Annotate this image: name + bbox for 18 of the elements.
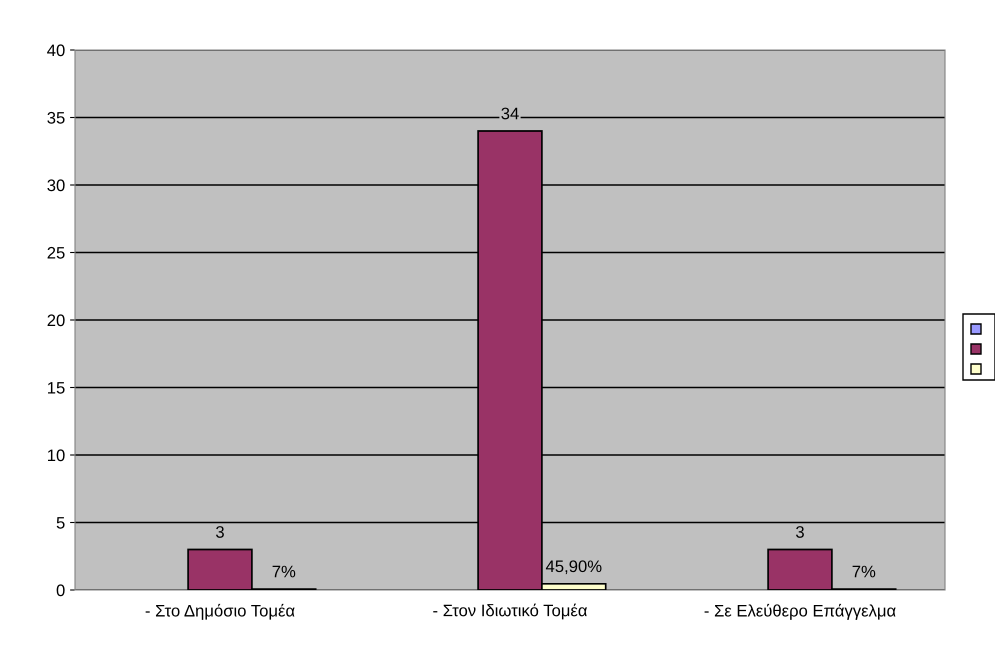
y-tick-label: 15 (48, 382, 65, 394)
y-tick-label: 40 (47, 44, 65, 56)
data-label: 45,90% (546, 560, 602, 574)
y-tick-label: 10 (48, 449, 65, 462)
data-label: 7% (272, 566, 296, 578)
x-tick-label: - Στον Ιδιωτικό Τομέα (433, 604, 588, 620)
data-label: 3 (796, 526, 804, 538)
y-tick-label: 20 (48, 314, 65, 326)
y-tick-label: 30 (47, 179, 65, 192)
data-label: 7% (852, 566, 876, 578)
y-tick-label: 35 (47, 112, 65, 124)
data-label: 34 (501, 108, 519, 120)
y-tick-label: 5 (56, 517, 65, 529)
x-tick-label: - Στο Δημόσιο Τομέα (146, 604, 295, 620)
x-tick-label: - Σε Ελεύθερο Επάγγελμα (704, 604, 896, 620)
y-tick-label: 25 (48, 246, 65, 259)
data-label: 3 (216, 526, 224, 538)
y-tick-label: 0 (56, 584, 65, 596)
